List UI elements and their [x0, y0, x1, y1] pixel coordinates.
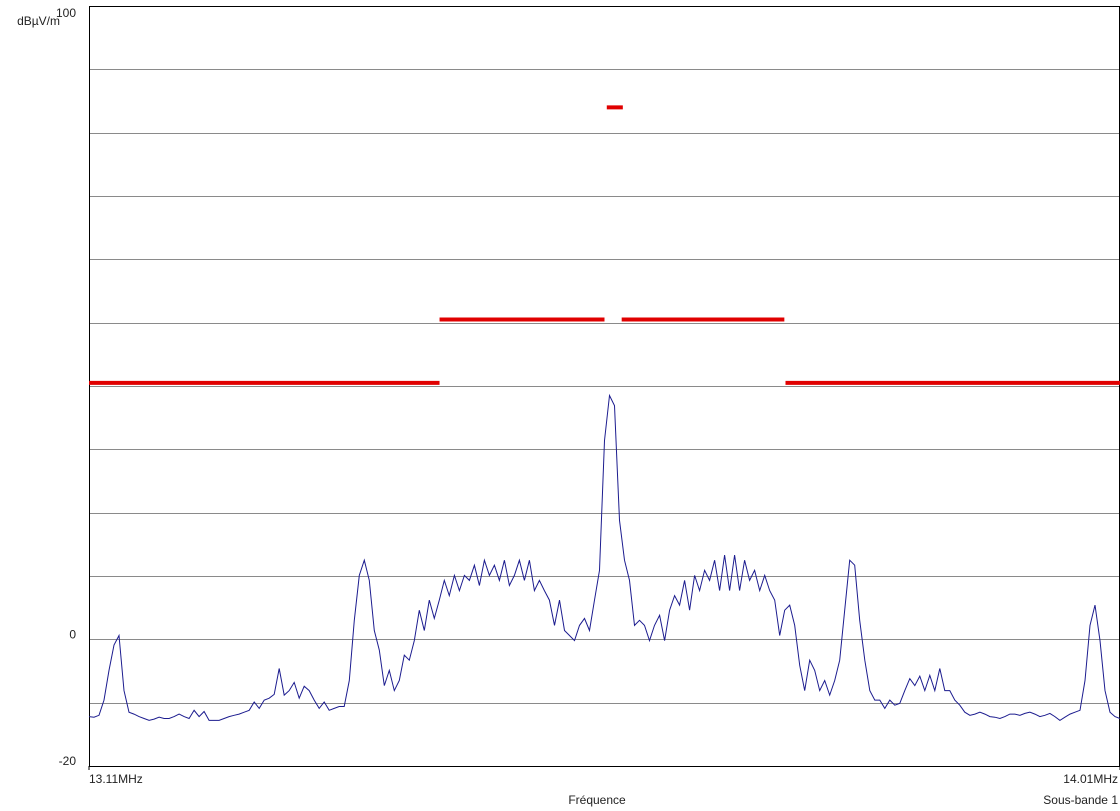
subband-label: Sous-bande 1 — [1043, 793, 1118, 807]
x-tick-label: 14.01MHz — [1063, 772, 1118, 786]
x-tick-label: 13.11MHz — [89, 772, 143, 786]
y-tick-label: 0 — [69, 628, 76, 642]
trace-line — [88, 393, 1120, 722]
y-tick-label: 100 — [56, 6, 76, 20]
y-tick-label: -20 — [59, 754, 77, 768]
y-unit: dBµV/m — [17, 14, 60, 28]
x-axis-label: Fréquence — [568, 793, 626, 807]
